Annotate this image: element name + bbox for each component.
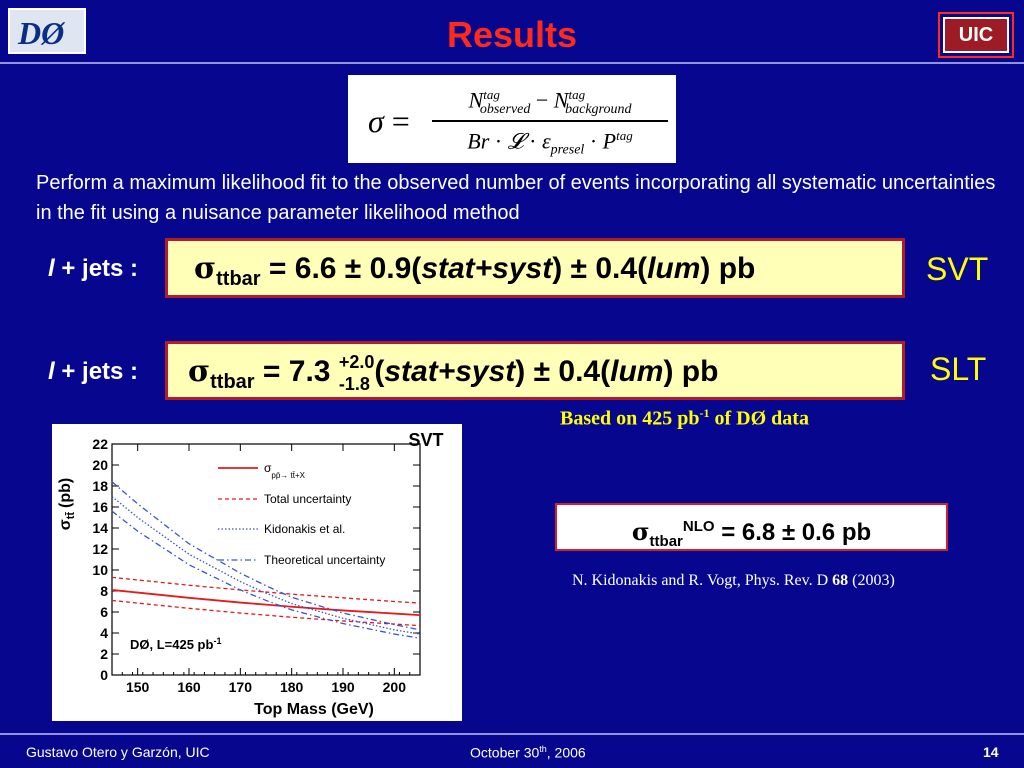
formula-denominator: Br · 𝓛 · εpresel · Ptag [467, 127, 633, 158]
legend-label-2: Kidonakis et al. [264, 522, 345, 536]
legend-label-3: Theoretical uncertainty [264, 553, 385, 567]
result-box-svt: σttbar = 6.6 ± 0.9(stat+syst) ± 0.4(lum)… [165, 238, 905, 298]
x-tick-label: 150 [126, 679, 150, 695]
dataset-note: Based on 425 pb-1 of DØ data [560, 406, 809, 430]
reference-citation: N. Kidonakis and R. Vogt, Phys. Rev. D 6… [572, 572, 895, 589]
nlo-prediction-box: σttbarNLO = 6.8 ± 0.6 pb [555, 503, 948, 551]
chart-svg: SVT σtt̄(pb) Top Mass (GeV) DØ, L=425 pb… [57, 430, 444, 718]
method-label-slt: SLT [930, 351, 987, 387]
x-tick-label: 200 [383, 679, 407, 695]
y-tick-label: 20 [92, 457, 108, 473]
slide-title: Results [446, 14, 578, 55]
x-tick-label: 160 [177, 679, 201, 695]
cross-section-plot: SVT σtt̄(pb) Top Mass (GeV) DØ, L=425 pb… [52, 424, 462, 721]
series-line-2 [111, 599, 421, 627]
footer-divider [0, 733, 1024, 735]
method-description: Perform a maximum likelihood fit to the … [36, 172, 996, 224]
y-tick-label: 4 [100, 625, 108, 641]
y-tick-label: 14 [92, 520, 108, 536]
channel-label-2: l + jets : [48, 358, 139, 385]
footer-page-number: 14 [983, 744, 999, 760]
series-line-4 [111, 481, 421, 631]
y-tick-label: 2 [100, 646, 108, 662]
x-tick-label: 190 [331, 679, 355, 695]
formula-equals: = [391, 103, 410, 139]
legend-label-1: Total uncertainty [264, 492, 351, 506]
footer-author: Gustavo Otero y Garzón, UIC [26, 744, 210, 760]
header-divider [0, 62, 1024, 64]
result-box-slt: σttbar = 7.3 +2.0 -1.8 (stat+syst) ± 0.4(l… [165, 341, 905, 400]
plot-annotation: DØ, L=425 pb-1 [130, 636, 221, 652]
y-tick-label: 12 [92, 541, 108, 557]
series-line-5 [111, 510, 421, 639]
series-line-0 [111, 589, 421, 617]
uic-logo-text: UIC [945, 19, 1007, 51]
cross-section-formula: σ = Ntagobserved − Ntagbackground Br · 𝓛… [348, 75, 676, 163]
d0-logo: DØ [8, 8, 86, 54]
y-tick-label: 8 [100, 583, 108, 599]
series-line-1 [111, 576, 421, 604]
y-tick-label: 6 [100, 604, 108, 620]
y-tick-label: 10 [92, 562, 108, 578]
uic-logo: UIC [938, 12, 1014, 58]
d0-logo-text: DØ [18, 15, 65, 51]
y-tick-label: 16 [92, 499, 108, 515]
x-tick-label: 180 [280, 679, 304, 695]
series-line-3 [111, 495, 421, 635]
formula-sigma: σ [368, 103, 384, 139]
channel-label-1: l + jets : [48, 255, 139, 282]
method-label-svt: SVT [926, 251, 989, 287]
legend-label-0: σpp̄→ tt̄+X [264, 461, 306, 480]
y-tick-label: 18 [92, 478, 108, 494]
plot-corner-label: SVT [408, 430, 443, 450]
y-axis-label: σtt̄(pb) [57, 478, 77, 530]
formula-numerator: Ntagobserved − Ntagbackground [432, 87, 668, 122]
y-tick-label: 0 [100, 667, 108, 683]
footer-date: October 30th, 2006 [470, 744, 586, 761]
x-axis-label: Top Mass (GeV) [254, 701, 374, 718]
x-tick-label: 170 [229, 679, 253, 695]
y-tick-label: 22 [92, 436, 108, 452]
